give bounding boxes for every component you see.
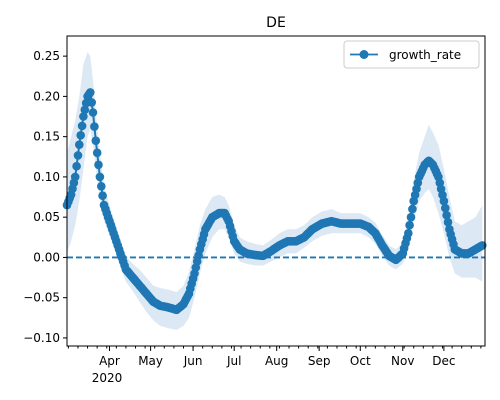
growth-rate-point [87, 98, 96, 107]
growth-rate-point [88, 108, 98, 117]
growth-rate-point [79, 112, 88, 121]
growth-rate-point [406, 212, 416, 222]
y-axis-ticks: −0.10 −0.05 0.00 0.05 0.10 0.15 0.20 0.25 [23, 49, 67, 345]
growth-rate-point [443, 217, 453, 227]
y-tick-label: 0.10 [33, 170, 60, 184]
growth-rate-point [95, 172, 105, 182]
x-tick-label: Aug [265, 354, 288, 368]
growth-rate-point [404, 229, 413, 238]
y-tick-label: 0.15 [33, 130, 60, 144]
growth-rate-point [97, 182, 106, 191]
plot-frame [66, 35, 486, 347]
y-tick-label: 0.00 [33, 250, 60, 264]
chart-title: DE [266, 15, 286, 31]
growth-rate-point [408, 204, 417, 214]
growth-rate-point [442, 210, 451, 220]
growth-rate-point [72, 161, 81, 171]
growth-rate-point [73, 151, 83, 160]
x-tick-label: May [138, 354, 163, 368]
legend-marker-swatch [359, 50, 369, 59]
x-tick-label: Jun [183, 354, 203, 368]
growth-rate-point [77, 121, 87, 131]
growth-rate-point [441, 203, 450, 213]
y-tick-label: −0.05 [23, 291, 60, 305]
x-tick-label: Sep [308, 354, 331, 368]
x-tick-label: Apr [99, 354, 120, 368]
growth-rate-point [94, 160, 103, 170]
y-tick-label: 0.25 [33, 49, 60, 63]
y-tick-label: 0.20 [33, 89, 60, 103]
growth-rate-point [90, 122, 99, 131]
growth-rate-point [80, 105, 90, 115]
x-tick-label: Nov [391, 354, 414, 368]
legend-entry-growth-rate: growth_rate [389, 48, 461, 62]
growth-rate-point [86, 88, 95, 97]
growth-rate-point [76, 131, 85, 140]
x-axis-year-label: 2020 [92, 371, 123, 385]
growth-rate-point [70, 172, 80, 182]
growth-rate-point [91, 136, 101, 145]
x-tick-label: Oct [350, 354, 371, 368]
y-tick-label: 0.05 [33, 210, 60, 224]
legend-box [343, 40, 480, 69]
growth-rate-point [478, 241, 487, 250]
legend: growth_rate [343, 40, 480, 69]
growth-rate-series [62, 88, 487, 315]
x-tick-label: Dec [432, 354, 455, 368]
y-tick-label: −0.10 [23, 331, 60, 345]
growth-rate-point [439, 196, 449, 206]
growth-rate-point [98, 191, 107, 200]
growth-rate-point [92, 148, 102, 158]
x-axis-ticks: Apr May Jun Jul Aug Sep Oct Nov Dec [67, 346, 482, 368]
growth-rate-point [405, 220, 414, 230]
x-tick-label: Jul [226, 354, 241, 368]
growth-rate-point [75, 140, 84, 149]
